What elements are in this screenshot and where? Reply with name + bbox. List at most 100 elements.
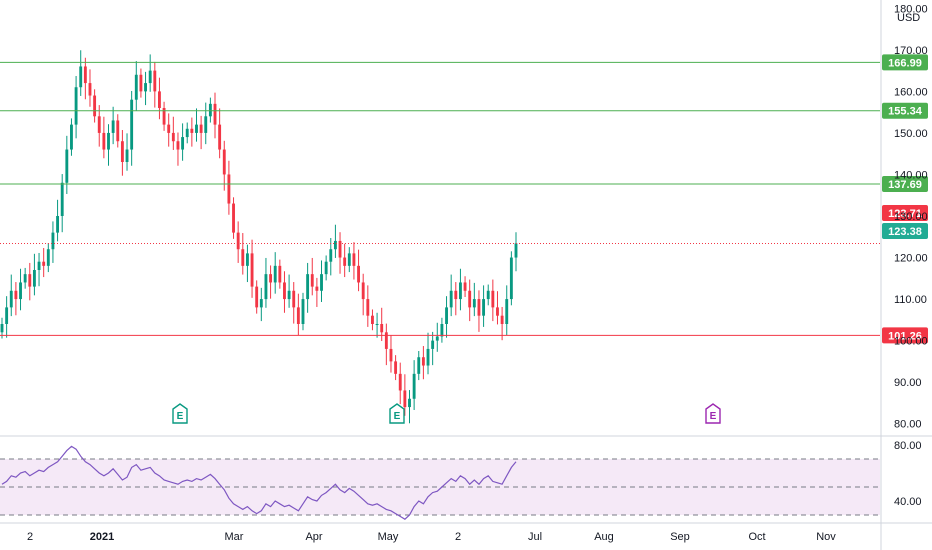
candle — [347, 247, 351, 273]
currency-label: USD — [897, 12, 920, 24]
candle — [375, 312, 379, 338]
candle-body — [245, 253, 249, 266]
x-tick-label: Mar — [225, 531, 244, 543]
price-badge — [882, 223, 928, 239]
candle-body — [338, 240, 342, 258]
price-pane[interactable] — [0, 50, 518, 424]
candle-body — [454, 290, 458, 300]
candle-body — [435, 336, 439, 341]
y-tick-label: 140.00 — [894, 169, 928, 181]
candle-body — [222, 149, 226, 175]
candle — [320, 260, 323, 302]
candle — [445, 296, 448, 338]
candle-body — [125, 149, 129, 162]
candle — [28, 262, 32, 301]
candle — [435, 322, 439, 352]
x-tick-label: Apr — [305, 531, 322, 543]
candle — [213, 92, 217, 139]
candle-body — [23, 274, 27, 283]
candle-body — [491, 290, 495, 308]
candle — [264, 257, 268, 308]
earnings-marker-shape — [389, 403, 405, 424]
candle — [412, 360, 416, 410]
candle-body — [301, 299, 305, 324]
candle-body — [218, 124, 222, 150]
candle-body — [412, 373, 416, 399]
candle-body — [83, 66, 87, 84]
rsi-pane[interactable] — [0, 445, 880, 520]
earnings-marker[interactable]: E — [705, 403, 721, 424]
candle-body — [296, 307, 300, 324]
candle-body — [14, 290, 18, 300]
candle-body — [162, 108, 166, 125]
candle — [306, 262, 310, 313]
candle — [514, 232, 518, 272]
candle — [88, 69, 92, 107]
candle — [19, 268, 22, 311]
candle-body — [185, 128, 189, 138]
candle — [333, 224, 337, 258]
candle — [130, 90, 134, 166]
candle — [384, 323, 388, 366]
candle-body — [250, 253, 254, 287]
earnings-marker[interactable]: E — [172, 403, 188, 424]
candle-body — [403, 390, 407, 408]
candle — [9, 274, 13, 317]
candle — [491, 279, 495, 322]
candle-body — [426, 348, 430, 366]
candle-body — [181, 137, 185, 150]
level-badge — [882, 54, 928, 71]
candle-body — [472, 299, 476, 308]
candle-body — [398, 373, 402, 391]
y-tick-label: 80.00 — [894, 419, 922, 431]
candle-body — [486, 290, 490, 300]
candle-body — [509, 257, 513, 300]
candle-body — [227, 174, 231, 204]
candle-body — [389, 348, 393, 362]
y-tick-label: 130.00 — [894, 211, 928, 223]
candle — [144, 71, 147, 106]
candle-body — [324, 261, 328, 275]
candle-body — [37, 261, 41, 270]
candle — [56, 199, 60, 242]
y-tick-label: 100.00 — [894, 336, 928, 348]
candle-body — [445, 307, 448, 324]
candle — [241, 233, 245, 275]
earnings-marker-shape — [172, 403, 188, 424]
candle — [42, 247, 46, 278]
horizontal-levels: 166.99 155.34 137.69 101.26 123.71 123.38 — [0, 54, 928, 344]
candle — [408, 390, 411, 424]
candle — [190, 117, 194, 147]
candle — [23, 267, 27, 289]
candle-body — [463, 282, 467, 291]
candle-body — [394, 361, 398, 374]
candle — [426, 332, 430, 375]
x-tick-label: May — [378, 531, 399, 543]
candle — [352, 242, 356, 280]
candle-body — [287, 290, 291, 300]
candle — [477, 290, 481, 332]
candle — [74, 76, 78, 139]
candle-body — [116, 120, 120, 142]
candle — [199, 115, 203, 150]
earnings-marker[interactable]: E — [389, 403, 405, 424]
candle — [472, 282, 476, 317]
candle — [134, 61, 138, 111]
candle — [296, 293, 300, 336]
price-badge-label: 123.71 — [888, 208, 922, 220]
x-tick-label: Nov — [816, 531, 836, 543]
candle — [255, 280, 259, 314]
candle — [14, 282, 18, 316]
candle-body — [440, 324, 444, 337]
candle-body — [51, 232, 55, 250]
candle-body — [310, 274, 314, 287]
candle-body — [408, 398, 411, 408]
candle-body — [361, 282, 365, 300]
candle — [509, 251, 513, 306]
candle-body — [19, 282, 22, 300]
candle-body — [482, 299, 486, 316]
candle-body — [158, 91, 161, 108]
candle — [417, 351, 421, 381]
